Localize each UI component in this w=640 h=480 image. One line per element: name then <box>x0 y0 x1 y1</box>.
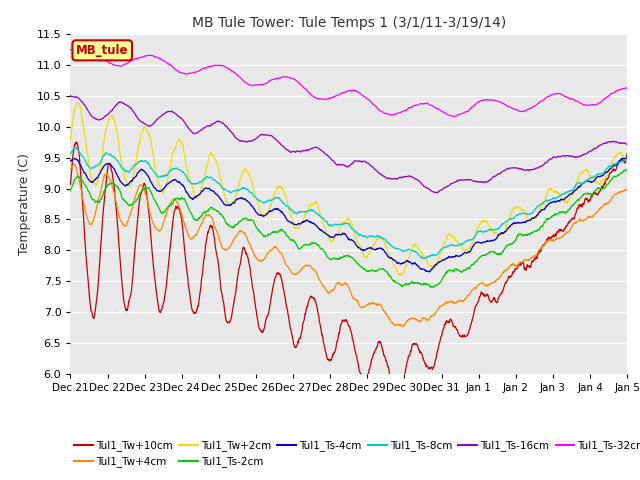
Tul1_Ts-32cm <box>81 45 88 51</box>
Tul1_Tw+10cm <box>352 350 360 356</box>
Tul1_Tw+2cm <box>396 272 404 278</box>
Tul1_Ts-32cm <box>319 96 326 102</box>
Tul1_Ts-8cm <box>451 243 459 249</box>
Tul1_Ts-4cm <box>166 180 174 185</box>
Line: Tul1_Tw+4cm: Tul1_Tw+4cm <box>70 164 627 326</box>
Tul1_Ts-8cm <box>72 144 79 150</box>
Tul1_Ts-4cm <box>623 155 631 161</box>
Tul1_Ts-8cm <box>352 229 360 235</box>
Tul1_Tw+2cm <box>319 218 326 224</box>
Tul1_Tw+10cm <box>67 182 74 188</box>
Tul1_Tw+4cm <box>451 300 459 306</box>
Tul1_Tw+4cm <box>67 166 74 172</box>
Tul1_Ts-32cm <box>77 46 84 52</box>
Tul1_Ts-32cm <box>588 102 596 108</box>
Tul1_Tw+2cm <box>77 111 85 117</box>
Tul1_Ts-2cm <box>318 246 326 252</box>
Line: Tul1_Tw+10cm: Tul1_Tw+10cm <box>70 142 627 397</box>
Tul1_Ts-8cm <box>166 168 174 174</box>
Tul1_Tw+2cm <box>588 174 596 180</box>
Tul1_Ts-32cm <box>449 114 457 120</box>
Text: MB_tule: MB_tule <box>76 44 129 57</box>
Tul1_Ts-8cm <box>588 174 596 180</box>
Tul1_Ts-8cm <box>77 152 85 158</box>
Line: Tul1_Ts-4cm: Tul1_Ts-4cm <box>70 158 627 272</box>
Tul1_Ts-32cm <box>352 88 360 94</box>
Line: Tul1_Ts-2cm: Tul1_Ts-2cm <box>70 169 627 288</box>
Tul1_Ts-8cm <box>67 151 74 156</box>
Tul1_Tw+2cm <box>67 137 74 143</box>
Tul1_Tw+4cm <box>588 215 596 220</box>
Tul1_Tw+4cm <box>399 324 406 329</box>
Tul1_Ts-16cm <box>318 148 326 154</box>
Tul1_Ts-4cm <box>351 240 359 246</box>
Tul1_Tw+10cm <box>588 194 596 200</box>
Tul1_Ts-2cm <box>77 176 84 182</box>
Tul1_Ts-2cm <box>451 267 458 273</box>
Tul1_Ts-4cm <box>67 158 74 164</box>
Line: Tul1_Tw+2cm: Tul1_Tw+2cm <box>70 103 627 275</box>
Title: MB Tule Tower: Tule Temps 1 (3/1/11-3/19/14): MB Tule Tower: Tule Temps 1 (3/1/11-3/19… <box>191 16 506 30</box>
Tul1_Ts-2cm <box>427 285 435 290</box>
Tul1_Tw+4cm <box>623 186 631 192</box>
Tul1_Tw+10cm <box>451 324 459 330</box>
Tul1_Tw+4cm <box>166 200 174 206</box>
Tul1_Ts-16cm <box>166 108 174 114</box>
Tul1_Tw+2cm <box>74 100 82 106</box>
Line: Tul1_Ts-8cm: Tul1_Ts-8cm <box>70 147 627 259</box>
Tul1_Tw+4cm <box>352 297 360 302</box>
Tul1_Ts-4cm <box>426 269 434 275</box>
Tul1_Ts-4cm <box>77 163 84 168</box>
Tul1_Ts-32cm <box>166 62 174 68</box>
Tul1_Ts-2cm <box>623 167 630 172</box>
Legend: Tul1_Tw+10cm, Tul1_Tw+4cm, Tul1_Tw+2cm, Tul1_Ts-2cm, Tul1_Ts-4cm, Tul1_Ts-8cm, T: Tul1_Tw+10cm, Tul1_Tw+4cm, Tul1_Tw+2cm, … <box>70 436 640 471</box>
Tul1_Ts-32cm <box>623 85 631 91</box>
Tul1_Tw+10cm <box>392 395 399 400</box>
Line: Tul1_Ts-32cm: Tul1_Ts-32cm <box>70 48 627 117</box>
Tul1_Ts-16cm <box>77 97 84 103</box>
Tul1_Ts-4cm <box>588 179 596 185</box>
Tul1_Ts-2cm <box>67 188 74 193</box>
Tul1_Tw+4cm <box>70 161 77 167</box>
Tul1_Tw+2cm <box>623 155 631 160</box>
Y-axis label: Temperature (C): Temperature (C) <box>18 153 31 255</box>
Tul1_Tw+2cm <box>166 163 174 169</box>
Tul1_Ts-32cm <box>67 47 74 53</box>
Tul1_Ts-2cm <box>623 167 631 172</box>
Tul1_Ts-16cm <box>623 142 631 147</box>
Tul1_Ts-2cm <box>166 203 174 209</box>
Tul1_Ts-16cm <box>433 190 441 196</box>
Tul1_Tw+4cm <box>319 283 326 288</box>
Tul1_Ts-16cm <box>451 180 458 185</box>
Line: Tul1_Ts-16cm: Tul1_Ts-16cm <box>70 96 627 193</box>
Tul1_Tw+10cm <box>77 179 85 185</box>
Tul1_Ts-16cm <box>351 158 359 164</box>
Tul1_Ts-4cm <box>451 254 458 260</box>
Tul1_Tw+10cm <box>166 243 174 249</box>
Tul1_Ts-4cm <box>318 228 326 234</box>
Tul1_Ts-8cm <box>419 256 426 262</box>
Tul1_Ts-2cm <box>588 192 596 197</box>
Tul1_Tw+10cm <box>623 150 631 156</box>
Tul1_Tw+2cm <box>352 235 360 241</box>
Tul1_Ts-8cm <box>319 215 326 221</box>
Tul1_Ts-16cm <box>67 93 74 98</box>
Tul1_Tw+10cm <box>72 139 80 145</box>
Tul1_Ts-16cm <box>588 148 596 154</box>
Tul1_Tw+2cm <box>451 237 459 243</box>
Tul1_Ts-4cm <box>623 155 630 161</box>
Tul1_Ts-2cm <box>351 258 359 264</box>
Tul1_Tw+10cm <box>319 334 326 340</box>
Tul1_Tw+4cm <box>77 187 85 192</box>
Tul1_Ts-32cm <box>451 113 459 119</box>
Tul1_Ts-8cm <box>623 156 631 161</box>
